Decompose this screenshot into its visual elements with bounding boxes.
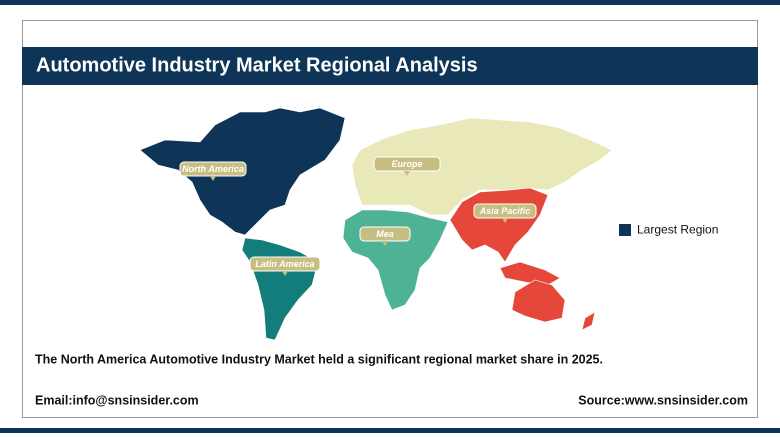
label-pointer — [282, 271, 288, 276]
region-label: Latin America — [255, 259, 314, 269]
top-bar — [0, 0, 780, 5]
legend-label: Largest Region — [637, 223, 718, 237]
title: Automotive Industry Market Regional Anal… — [36, 54, 478, 76]
europe-asia — [351, 117, 613, 216]
label-pointer — [382, 241, 388, 246]
caption: The North America Automotive Industry Ma… — [35, 352, 603, 366]
legend-swatch — [619, 224, 631, 236]
label-pointer — [404, 171, 410, 176]
new-zealand — [581, 311, 596, 331]
region-labels: North America Europe Asia Pacific Mea Latin … — [179, 156, 537, 276]
region-label: Europe — [391, 159, 422, 169]
region-label: Asia Pacific — [479, 206, 531, 216]
region-label: North America — [182, 164, 244, 174]
australia — [511, 279, 566, 323]
email: Email:info@snsinsider.com — [35, 393, 199, 407]
source: Source:www.snsinsider.com — [578, 393, 748, 407]
southeast-asia — [499, 261, 561, 286]
label-pointer — [502, 218, 508, 223]
title-bar — [22, 47, 758, 85]
label-pointer — [210, 176, 216, 181]
bottom-bar — [0, 428, 780, 433]
region-label: Mea — [376, 229, 394, 239]
